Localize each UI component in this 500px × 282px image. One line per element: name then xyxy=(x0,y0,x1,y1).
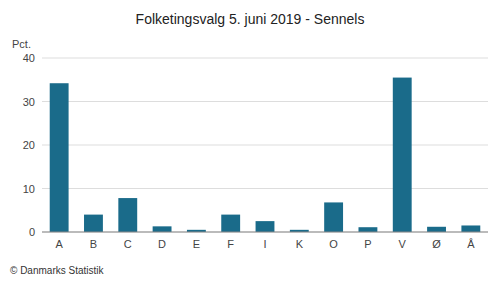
bar xyxy=(50,83,69,232)
x-tick-label: Å xyxy=(467,238,475,250)
x-tick-label: B xyxy=(90,238,97,250)
bar xyxy=(153,226,172,232)
bar xyxy=(393,78,412,232)
y-tick-label: 20 xyxy=(23,139,35,151)
x-tick-label: I xyxy=(263,238,266,250)
y-tick-label: 10 xyxy=(23,183,35,195)
x-tick-label: Ø xyxy=(432,238,441,250)
bar xyxy=(324,202,343,232)
x-tick-label: E xyxy=(193,238,200,250)
grid-line xyxy=(42,188,488,189)
bar xyxy=(118,198,137,232)
grid-line xyxy=(42,145,488,146)
title: Folketingsvalg 5. juni 2019 - Sennels xyxy=(136,11,365,27)
chart-container: Folketingsvalg 5. juni 2019 - Sennels 0 10… xyxy=(0,0,500,282)
x-tick-label: F xyxy=(227,238,234,250)
bars xyxy=(50,78,481,232)
bar xyxy=(427,227,446,232)
x-axis-line xyxy=(42,232,488,233)
x-tick-label: K xyxy=(296,238,304,250)
bar xyxy=(221,215,240,232)
grid-line xyxy=(42,58,488,59)
bar xyxy=(256,221,275,232)
x-tick-label: V xyxy=(399,238,407,250)
grid-line xyxy=(42,232,488,233)
footer: © Danmarks Statistik xyxy=(10,265,105,276)
y-tick-label: 30 xyxy=(23,96,35,108)
x-tick-label: P xyxy=(364,238,371,250)
bar xyxy=(358,227,377,232)
y-tick-label: 40 xyxy=(23,52,35,64)
chart-svg: Folketingsvalg 5. juni 2019 - Sennels 0 10… xyxy=(0,0,500,282)
x-tick-label: O xyxy=(329,238,338,250)
grid-line xyxy=(42,101,488,102)
y-tick-label: 0 xyxy=(29,226,35,238)
y-axis-label: Pct. xyxy=(12,38,31,50)
x-tick-label: C xyxy=(124,238,132,250)
x-tick-label: D xyxy=(158,238,166,250)
grid xyxy=(42,58,488,232)
x-tick-label: A xyxy=(55,238,63,250)
bar xyxy=(84,215,103,232)
bar xyxy=(461,225,480,232)
